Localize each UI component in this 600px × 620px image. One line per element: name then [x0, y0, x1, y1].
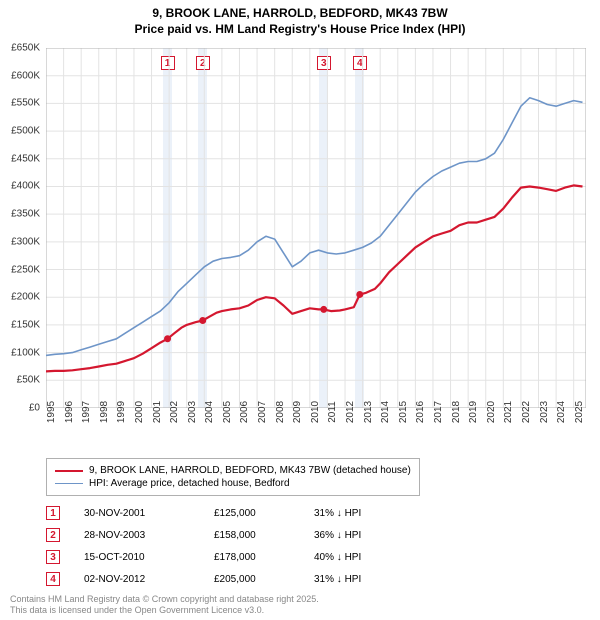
x-axis-label: 2002	[169, 401, 180, 423]
x-axis-label: 2007	[257, 401, 268, 423]
y-axis-label: £450K	[11, 153, 40, 164]
sale-row: 2 28-NOV-2003£158,00036% ↓ HPI	[46, 524, 414, 546]
sale-price: £205,000	[214, 574, 314, 585]
y-axis-label: £350K	[11, 209, 40, 220]
y-axis-label: £650K	[11, 43, 40, 54]
x-axis-label: 1995	[46, 401, 57, 423]
x-axis-label: 1999	[116, 401, 127, 423]
x-axis-label: 1998	[99, 401, 110, 423]
x-axis-label: 2022	[521, 401, 532, 423]
x-axis-label: 2011	[327, 401, 338, 423]
sales-table: 130-NOV-2001£125,00031% ↓ HPI228-NOV-200…	[46, 502, 414, 590]
sale-marker: 3	[46, 550, 60, 564]
chart-svg	[46, 48, 586, 408]
y-axis-label: £400K	[11, 181, 40, 192]
sale-hpi-diff: 31% ↓ HPI	[314, 574, 414, 585]
series-price_paid	[46, 185, 583, 371]
series-hpi	[46, 98, 583, 356]
y-axis-label: £250K	[11, 264, 40, 275]
sale-row: 4 02-NOV-2012£205,00031% ↓ HPI	[46, 568, 414, 590]
legend-swatch	[55, 483, 83, 484]
sale-point	[320, 306, 327, 313]
sale-point	[199, 317, 206, 324]
sale-row: 3 15-OCT-2010£178,00040% ↓ HPI	[46, 546, 414, 568]
y-axis-label: £0	[29, 403, 40, 414]
y-axis-label: £150K	[11, 319, 40, 330]
y-axis-label: £100K	[11, 347, 40, 358]
chart-container: 9, BROOK LANE, HARROLD, BEDFORD, MK43 7B…	[0, 0, 600, 620]
chart-legend: 9, BROOK LANE, HARROLD, BEDFORD, MK43 7B…	[46, 458, 420, 496]
sale-marker: 4	[46, 572, 60, 586]
sale-price: £125,000	[214, 508, 314, 519]
legend-label: 9, BROOK LANE, HARROLD, BEDFORD, MK43 7B…	[89, 465, 411, 476]
footer-attribution: Contains HM Land Registry data © Crown c…	[10, 594, 319, 616]
y-axis-label: £300K	[11, 236, 40, 247]
x-axis-label: 2001	[152, 401, 163, 423]
x-axis-label: 2017	[433, 401, 444, 423]
sale-price: £178,000	[214, 552, 314, 563]
x-axis-label: 2010	[310, 401, 321, 423]
x-axis-label: 2006	[239, 401, 250, 423]
x-axis-label: 2008	[275, 401, 286, 423]
x-axis-label: 2013	[363, 401, 374, 423]
sale-date: 02-NOV-2012	[84, 574, 214, 585]
chart-title: 9, BROOK LANE, HARROLD, BEDFORD, MK43 7B…	[0, 0, 600, 37]
x-axis-label: 2014	[380, 401, 391, 423]
x-axis-label: 2009	[292, 401, 303, 423]
x-axis-label: 2019	[468, 401, 479, 423]
legend-swatch	[55, 470, 83, 472]
legend-item: 9, BROOK LANE, HARROLD, BEDFORD, MK43 7B…	[55, 465, 411, 476]
y-axis-label: £500K	[11, 126, 40, 137]
sale-price: £158,000	[214, 530, 314, 541]
x-axis-label: 2020	[486, 401, 497, 423]
x-axis-label: 2004	[204, 401, 215, 423]
x-axis-label: 2023	[539, 401, 550, 423]
x-axis-label: 2015	[398, 401, 409, 423]
y-axis-label: £200K	[11, 292, 40, 303]
sale-point	[356, 291, 363, 298]
title-line-1: 9, BROOK LANE, HARROLD, BEDFORD, MK43 7B…	[0, 6, 600, 22]
x-axis-label: 2016	[415, 401, 426, 423]
sale-hpi-diff: 36% ↓ HPI	[314, 530, 414, 541]
x-axis-label: 2025	[574, 401, 585, 423]
footer-line-1: Contains HM Land Registry data © Crown c…	[10, 594, 319, 605]
legend-label: HPI: Average price, detached house, Bedf…	[89, 478, 290, 489]
sale-hpi-diff: 31% ↓ HPI	[314, 508, 414, 519]
footer-line-2: This data is licensed under the Open Gov…	[10, 605, 319, 616]
x-axis-label: 2024	[556, 401, 567, 423]
sale-date: 28-NOV-2003	[84, 530, 214, 541]
x-axis-label: 2018	[451, 401, 462, 423]
chart-plot-area: 1234£0£50K£100K£150K£200K£250K£300K£350K…	[46, 48, 586, 408]
legend-item: HPI: Average price, detached house, Bedf…	[55, 478, 411, 489]
sale-date: 15-OCT-2010	[84, 552, 214, 563]
x-axis-label: 1997	[81, 401, 92, 423]
sale-row: 1 30-NOV-2001£125,00031% ↓ HPI	[46, 502, 414, 524]
sale-hpi-diff: 40% ↓ HPI	[314, 552, 414, 563]
x-axis-label: 2003	[187, 401, 198, 423]
x-axis-label: 1996	[64, 401, 75, 423]
title-line-2: Price paid vs. HM Land Registry's House …	[0, 22, 600, 38]
y-axis-label: £600K	[11, 70, 40, 81]
x-axis-label: 2012	[345, 401, 356, 423]
x-axis-label: 2021	[503, 401, 514, 423]
y-axis-label: £50K	[17, 375, 40, 386]
sale-marker: 2	[46, 528, 60, 542]
sale-point	[164, 335, 171, 342]
sale-date: 30-NOV-2001	[84, 508, 214, 519]
x-axis-label: 2000	[134, 401, 145, 423]
y-axis-label: £550K	[11, 98, 40, 109]
x-axis-label: 2005	[222, 401, 233, 423]
sale-marker: 1	[46, 506, 60, 520]
